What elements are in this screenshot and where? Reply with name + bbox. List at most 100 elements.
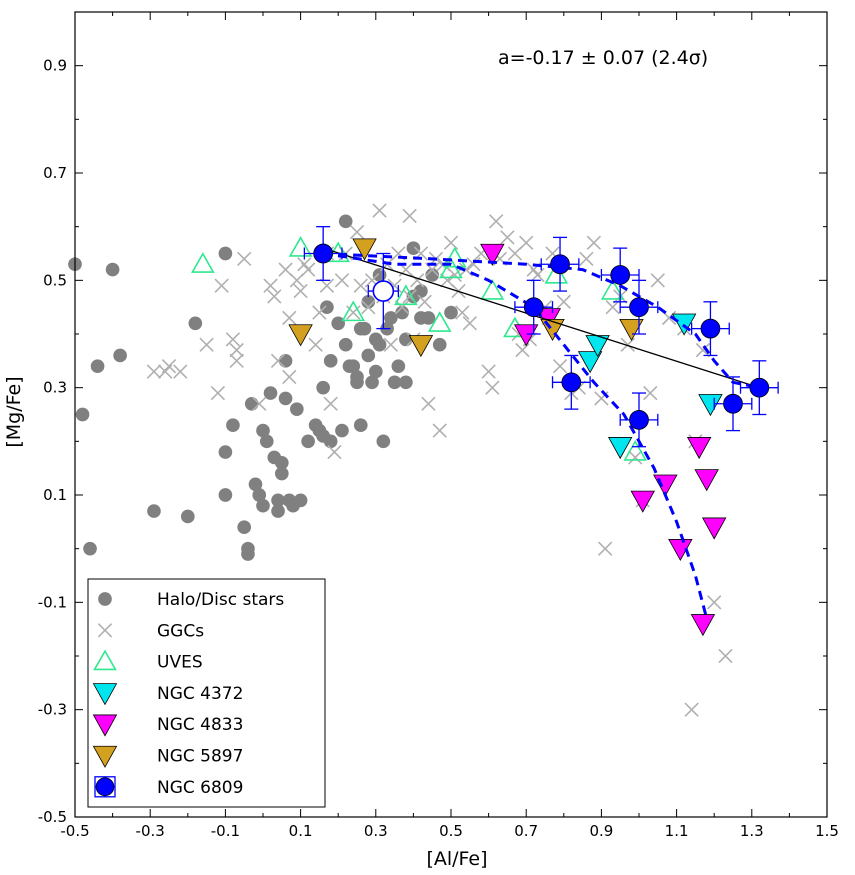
data-point [90, 359, 105, 374]
data-point [199, 337, 214, 352]
data-point [259, 434, 274, 449]
plot-area [68, 203, 779, 717]
data-point [402, 208, 417, 224]
data-point [421, 311, 436, 325]
data-point [425, 268, 440, 282]
data-point [278, 354, 293, 368]
data-point [690, 614, 716, 637]
legend-errbox [94, 776, 116, 798]
data-point [263, 278, 278, 293]
data-point [313, 243, 334, 264]
data-point [326, 241, 351, 263]
data-point [341, 300, 366, 322]
data-point [237, 520, 252, 535]
data-point [288, 236, 313, 257]
data-point [271, 493, 285, 508]
data-point [147, 504, 161, 518]
data-point [319, 278, 335, 293]
data-point [577, 351, 603, 374]
data-point [707, 595, 722, 610]
x-tick-label: 0.7 [514, 822, 538, 840]
data-point [335, 423, 349, 438]
data-point [282, 369, 297, 385]
x-tick-label: -0.5 [60, 822, 89, 840]
data-point [350, 370, 364, 384]
data-point [372, 203, 387, 218]
x-tick-label: 0.1 [289, 822, 313, 840]
data-point [173, 364, 188, 379]
data-point [414, 284, 428, 298]
data-point [218, 246, 233, 261]
data-point [394, 300, 410, 315]
legend-marker [93, 649, 117, 671]
data-point [288, 324, 313, 347]
data-point [481, 364, 496, 379]
data-point [629, 410, 649, 430]
data-point [300, 262, 316, 277]
data-point [556, 294, 571, 309]
legend-box [87, 578, 326, 808]
legend-marker [98, 592, 112, 606]
y-tick-label: -0.5 [38, 808, 67, 826]
data-point [267, 289, 282, 304]
legend-label: Halo/Disc stars [157, 590, 284, 610]
data-point [256, 423, 270, 438]
data-point [271, 504, 285, 518]
x-tick-label: -0.1 [211, 822, 240, 840]
data-point [399, 375, 413, 390]
data-point [323, 396, 338, 411]
data-point [620, 337, 635, 352]
legend-label: NGC 6809 [157, 778, 243, 798]
data-point [376, 434, 391, 449]
data-point [442, 246, 467, 268]
data-point [485, 380, 500, 395]
data-point [432, 423, 447, 438]
axes: -0.5 -0.3 -0.1 0.1 0.3 0.5 0.7 0.9 1.1 1.3 1.5 -0.5… [38, 11, 839, 840]
data-point [439, 257, 463, 279]
series-ngc-4833 [480, 243, 727, 637]
data-point [361, 348, 376, 363]
data-point [290, 402, 304, 416]
data-point [146, 364, 162, 379]
data-point [237, 251, 252, 267]
y-tick-label: 0.9 [43, 57, 67, 75]
data-point [263, 386, 278, 400]
data-point [394, 284, 418, 306]
data-point [248, 477, 263, 492]
data-point [361, 294, 376, 309]
x-tick-label: 0.3 [364, 822, 388, 840]
y-axis-label: [Mg/Fe] [3, 376, 25, 447]
data-point [312, 305, 327, 320]
data-point [432, 337, 447, 352]
data-point [241, 547, 255, 561]
data-point [278, 262, 293, 277]
data-point [387, 375, 402, 390]
data-point [365, 375, 379, 390]
data-point [274, 466, 289, 481]
data-point [361, 300, 376, 315]
data-point [327, 444, 342, 460]
data-point [256, 498, 270, 513]
x-tick-label: 1.3 [740, 822, 764, 840]
data-point [417, 294, 432, 309]
data-point [75, 407, 90, 422]
data-point [579, 251, 594, 267]
data-point [698, 394, 723, 417]
data-point [180, 509, 195, 524]
data-point [700, 318, 721, 339]
data-point [399, 332, 413, 347]
data-point [368, 364, 383, 379]
data-point [301, 434, 315, 449]
data-point [352, 238, 377, 261]
data-point [523, 297, 544, 318]
data-point [455, 305, 470, 320]
data-point [519, 235, 534, 250]
legend-marker [97, 623, 113, 638]
data-point [607, 437, 633, 460]
data-point [561, 372, 582, 393]
data-point [586, 235, 602, 250]
legend-marker [92, 745, 118, 768]
x-tick-label: 0.5 [439, 822, 463, 840]
data-point [353, 418, 368, 433]
series-halo-disc-stars [68, 214, 458, 561]
